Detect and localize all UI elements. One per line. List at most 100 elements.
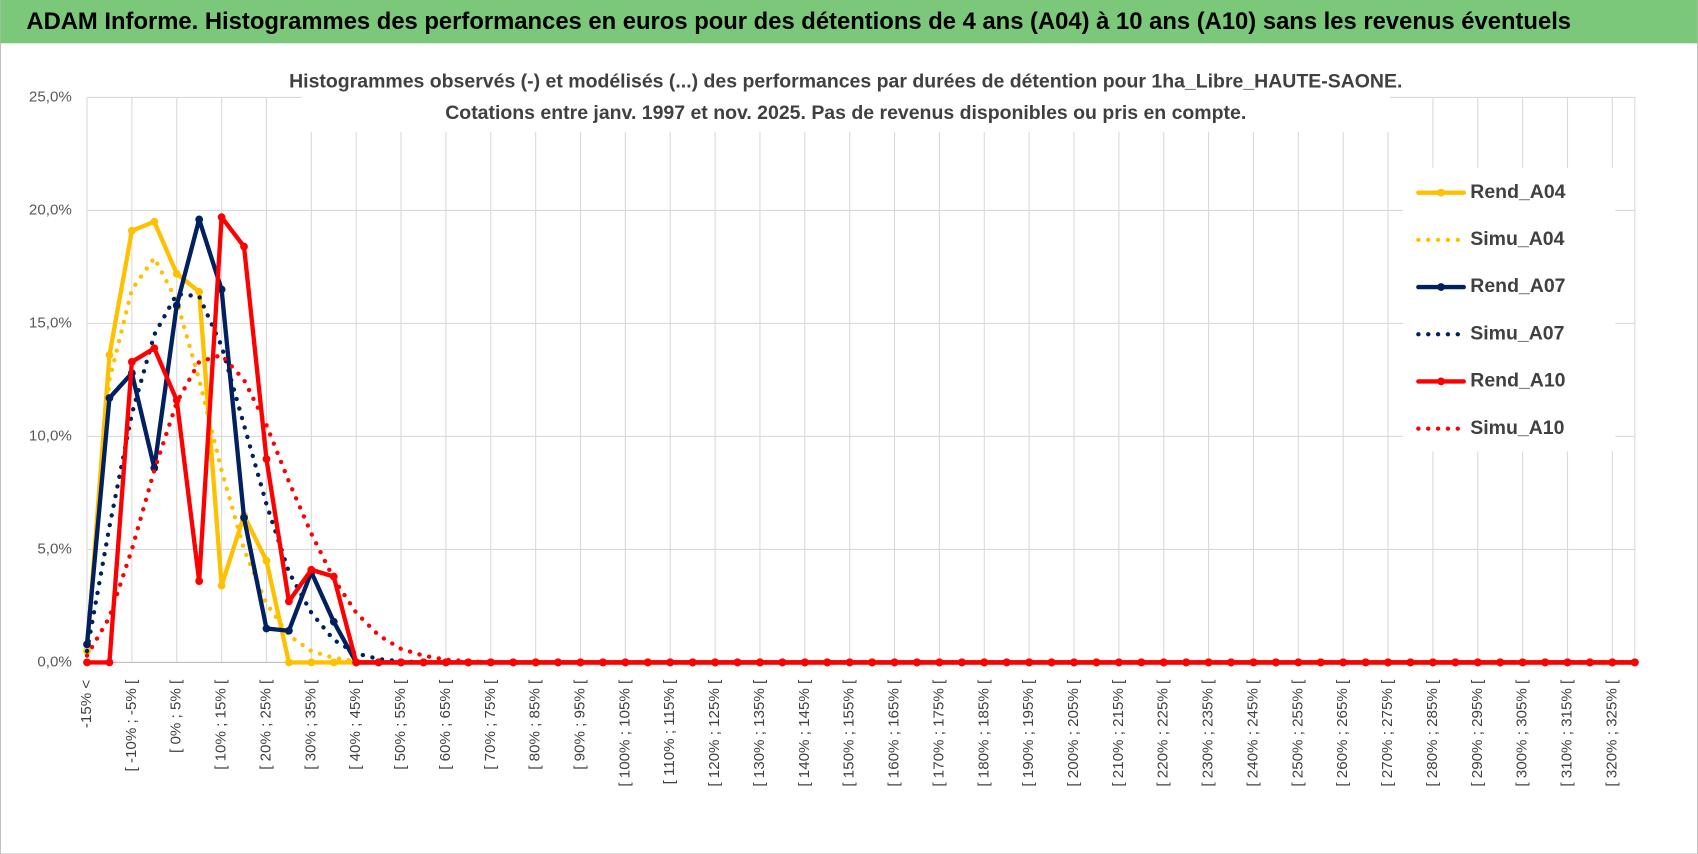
- point: [913, 658, 921, 667]
- x-tick-label: -15% <: [78, 680, 95, 729]
- legend-label: Simu_A10: [1470, 417, 1564, 439]
- point: [397, 658, 405, 667]
- point: [980, 658, 989, 667]
- point: [105, 351, 114, 359]
- point: [195, 215, 204, 224]
- point: [262, 556, 271, 565]
- point: [1630, 658, 1639, 667]
- x-tick-label: [ 50% ; 55% [: [392, 679, 409, 770]
- y-tick-label: 25,0%: [29, 88, 72, 105]
- point: [240, 513, 248, 522]
- point: [1473, 658, 1482, 667]
- x-tick-label: [ 110% ; 115% [: [661, 679, 678, 784]
- y-tick-label: 0,0%: [37, 653, 72, 670]
- point: [1563, 658, 1572, 667]
- legend-label: Rend_A07: [1470, 275, 1565, 297]
- point: [374, 658, 383, 667]
- point: [195, 287, 204, 296]
- legend-marker: [1437, 377, 1445, 386]
- legend-label: Simu_A07: [1470, 322, 1564, 344]
- legend-bg: [1403, 167, 1616, 452]
- point: [105, 394, 114, 402]
- point: [150, 217, 159, 226]
- point: [217, 581, 226, 590]
- x-tick-label: [ -10% ; -5% [: [123, 679, 140, 772]
- x-tick-label: [ 120% ; 125% [: [706, 679, 723, 787]
- point: [329, 617, 338, 626]
- x-tick-label: [ 240% ; 245% [: [1244, 679, 1261, 787]
- point: [172, 269, 181, 278]
- x-tick-label: [ 270% ; 275% [: [1379, 679, 1396, 787]
- x-tick-label: [ 70% ; 75% [: [482, 679, 499, 770]
- title-bg: [301, 62, 1391, 133]
- x-tick-label: [ 90% ; 95% [: [572, 679, 589, 770]
- point: [284, 658, 293, 667]
- point: [150, 344, 159, 353]
- legend-label: Rend_A04: [1470, 181, 1565, 203]
- y-tick-label: 20,0%: [29, 201, 72, 218]
- point: [756, 658, 764, 667]
- point: [419, 658, 428, 667]
- point: [1002, 658, 1011, 667]
- x-tick-label: [ 190% ; 195% [: [1020, 679, 1037, 787]
- point: [1406, 658, 1415, 667]
- point: [307, 658, 316, 667]
- point: [195, 577, 204, 585]
- legend-label: Rend_A10: [1470, 370, 1565, 392]
- point: [733, 658, 742, 667]
- point: [217, 285, 226, 294]
- point: [509, 658, 518, 667]
- legend-label: Simu_A04: [1470, 228, 1564, 250]
- point: [823, 658, 832, 667]
- point: [1316, 658, 1325, 667]
- x-tick-label: [ 40% ; 45% [: [347, 679, 364, 770]
- x-tick-label: [ 0% ; 5% [: [168, 679, 185, 753]
- x-tick-label: [ 150% ; 155% [: [841, 679, 858, 787]
- point: [1541, 658, 1549, 667]
- point: [1070, 658, 1078, 667]
- point: [1137, 658, 1146, 667]
- x-tick-label: [ 130% ; 135% [: [751, 679, 768, 787]
- x-tick-label: [ 140% ; 145% [: [796, 679, 813, 787]
- point: [599, 658, 607, 667]
- point: [127, 226, 136, 235]
- x-tick-label: [ 170% ; 175% [: [930, 679, 947, 787]
- point: [329, 658, 338, 667]
- point: [127, 357, 136, 366]
- x-tick-label: [ 250% ; 255% [: [1289, 679, 1306, 787]
- x-tick-label: [ 310% ; 315% [: [1559, 679, 1576, 787]
- chart-subtitle: Cotations entre janv. 1997 et nov. 2025.…: [445, 102, 1246, 124]
- y-tick-label: 10,0%: [29, 427, 72, 444]
- point: [105, 658, 114, 667]
- y-tick-label: 15,0%: [29, 314, 72, 331]
- legend-marker: [1437, 188, 1445, 197]
- point: [307, 565, 316, 574]
- x-tick-label: [ 280% ; 285% [: [1424, 679, 1441, 787]
- x-tick-label: [ 180% ; 185% [: [975, 679, 992, 787]
- point: [262, 455, 271, 463]
- point: [666, 658, 675, 667]
- x-tick-label: [ 290% ; 295% [: [1469, 679, 1486, 787]
- x-tick-label: [ 210% ; 215% [: [1110, 679, 1127, 787]
- point: [1159, 658, 1168, 667]
- x-tick-label: [ 30% ; 35% [: [302, 679, 319, 770]
- chart-title: Histogrammes observés (-) et modélisés (…: [289, 70, 1402, 92]
- x-tick-label: [ 80% ; 85% [: [527, 679, 544, 770]
- x-tick-label: [ 230% ; 235% [: [1200, 679, 1217, 787]
- point: [1227, 658, 1235, 667]
- point: [217, 213, 226, 222]
- header-bar: [0, 0, 1698, 44]
- x-tick-label: [ 200% ; 205% [: [1065, 679, 1082, 787]
- point: [576, 658, 585, 667]
- x-tick-label: [ 20% ; 25% [: [257, 679, 274, 770]
- point: [284, 597, 293, 606]
- header-title: ADAM Informe. Histogrammes des performan…: [26, 8, 1571, 35]
- point: [83, 658, 91, 667]
- series-line: [84, 352, 1637, 665]
- x-tick-label: [ 220% ; 225% [: [1155, 679, 1172, 787]
- x-tick-label: [ 10% ; 15% [: [213, 679, 230, 770]
- point: [284, 626, 293, 635]
- y-tick-label: 5,0%: [37, 540, 72, 557]
- point: [352, 658, 361, 667]
